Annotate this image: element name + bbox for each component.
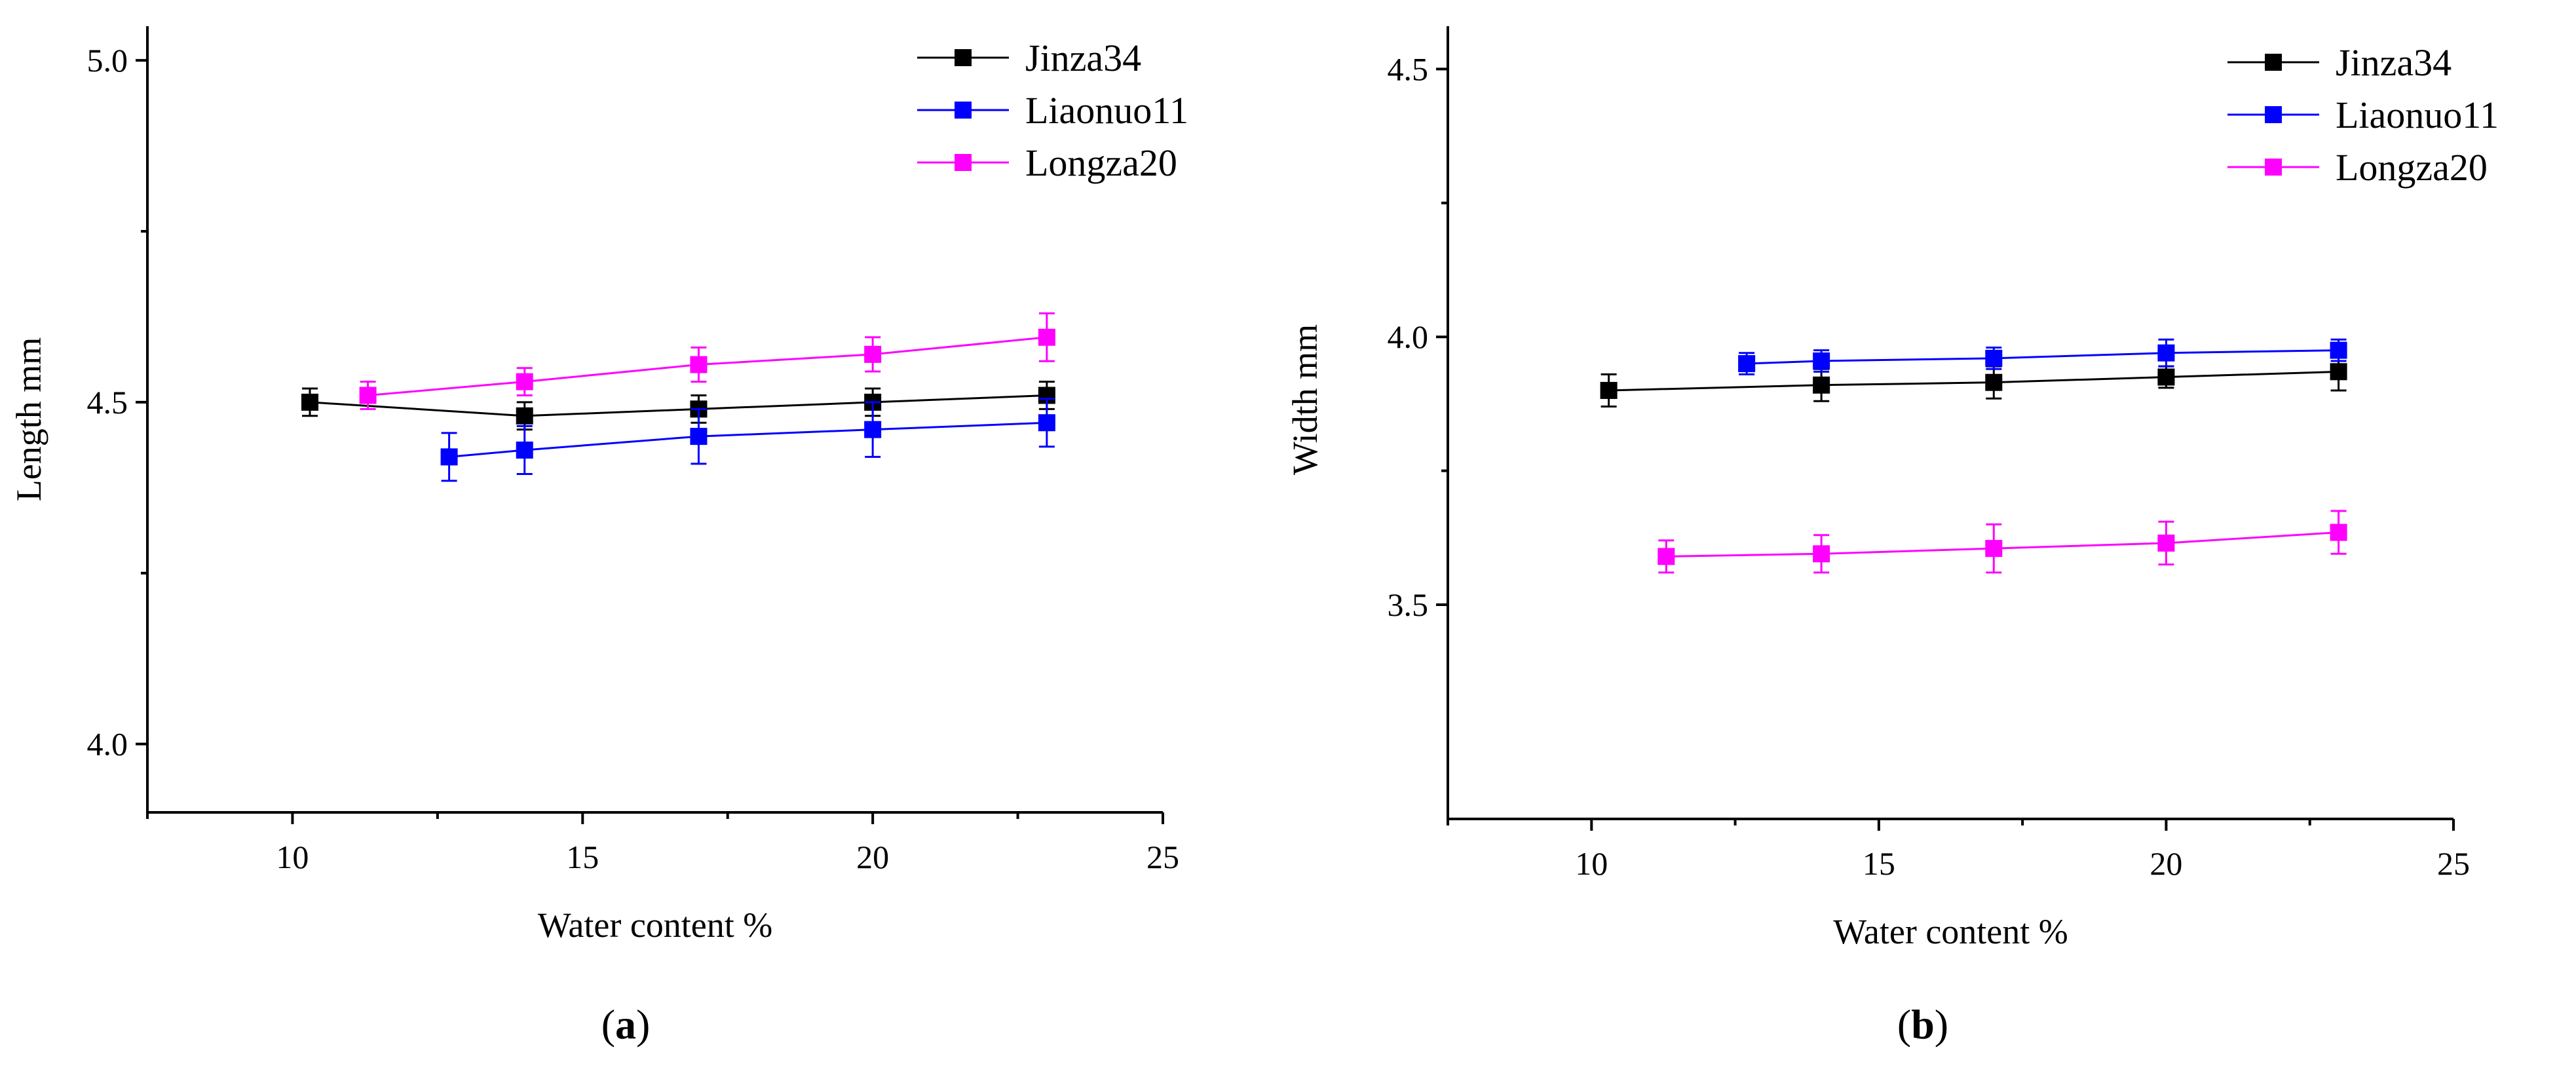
y-tick-label: 4.0 <box>87 726 128 763</box>
legend-marker <box>955 154 972 171</box>
x-tick-label: 20 <box>856 839 889 875</box>
legend-marker <box>955 49 972 66</box>
data-point <box>359 387 377 404</box>
legend-marker <box>955 102 972 119</box>
legend-label: Jinza34 <box>1025 37 1141 79</box>
legend-label: Longza20 <box>1025 142 1177 184</box>
series-longza20 <box>359 312 1055 410</box>
legend-label: Liaonuo11 <box>2336 94 2499 136</box>
data-point <box>1813 376 1830 394</box>
chart-panel-b: 10 15 20 25 3.5 4.0 4.5 Water content % Width mm… <box>1285 26 2499 1048</box>
data-point <box>2330 363 2347 381</box>
series-line <box>449 421 1047 458</box>
series-liaonuo11 <box>1738 338 2347 375</box>
data-point <box>516 441 533 459</box>
series-line <box>309 394 1047 417</box>
data-point <box>1600 381 1618 399</box>
y-tick-label: 5.0 <box>87 42 128 79</box>
data-point <box>1985 540 2003 558</box>
x-axis-label: Water content % <box>1833 912 2068 951</box>
data-point <box>516 407 533 425</box>
data-point <box>1813 352 1830 370</box>
series-line <box>368 336 1048 396</box>
x-tick-label: 20 <box>2150 845 2182 882</box>
data-point <box>1038 328 1055 346</box>
chart-panel-a: 10 15 20 25 4.0 4.5 5.0 Water content % Length m… <box>9 26 1188 1048</box>
data-point <box>2157 534 2175 552</box>
series-jinza34 <box>301 381 1055 431</box>
x-tick-label: 10 <box>276 839 309 875</box>
y-tick-label: 4.5 <box>87 384 128 421</box>
x-tick-label: 25 <box>1146 839 1179 875</box>
legend-marker <box>2265 54 2282 71</box>
data-point <box>1657 548 1675 565</box>
data-point <box>516 373 533 390</box>
y-tick-label: 4.0 <box>1388 318 1429 355</box>
series-liaonuo11 <box>440 398 1055 482</box>
x-tick-label: 15 <box>566 839 599 875</box>
data-point <box>2157 368 2175 386</box>
data-point <box>2330 341 2347 359</box>
panel-label: (a) <box>601 1001 651 1048</box>
series-jinza34 <box>1600 352 2347 408</box>
y-tick-label: 3.5 <box>1388 586 1429 623</box>
legend-marker <box>2265 159 2282 176</box>
legend-label: Liaonuo11 <box>1025 89 1188 132</box>
data-point <box>1038 414 1055 432</box>
data-point <box>2157 344 2175 362</box>
panel-label: (b) <box>1897 1001 1948 1048</box>
legend-marker <box>2265 106 2282 123</box>
series-longza20 <box>1657 510 2347 574</box>
x-tick-label: 25 <box>2437 845 2470 882</box>
legend-label: Jinza34 <box>2336 41 2452 84</box>
data-point <box>301 393 318 411</box>
data-point <box>1985 349 2003 367</box>
legend-label: Longza20 <box>2336 146 2488 189</box>
data-point <box>440 448 458 466</box>
series-line <box>1747 349 2339 365</box>
y-tick-label: 4.5 <box>1388 50 1429 87</box>
data-point <box>864 421 882 438</box>
data-point <box>2330 523 2347 541</box>
x-tick-label: 15 <box>1863 845 1895 882</box>
data-point <box>1813 545 1830 563</box>
data-point <box>690 356 708 373</box>
data-point <box>1738 355 1756 373</box>
series-line <box>1608 370 2339 392</box>
data-point <box>1985 373 2003 391</box>
x-tick-label: 10 <box>1575 845 1608 882</box>
data-point <box>690 428 708 446</box>
x-axis-label: Water content % <box>538 905 773 945</box>
series-line <box>1666 531 2339 558</box>
data-point <box>864 345 882 363</box>
y-axis-label: Width mm <box>1285 324 1325 475</box>
y-axis-label: Length mm <box>9 337 48 501</box>
